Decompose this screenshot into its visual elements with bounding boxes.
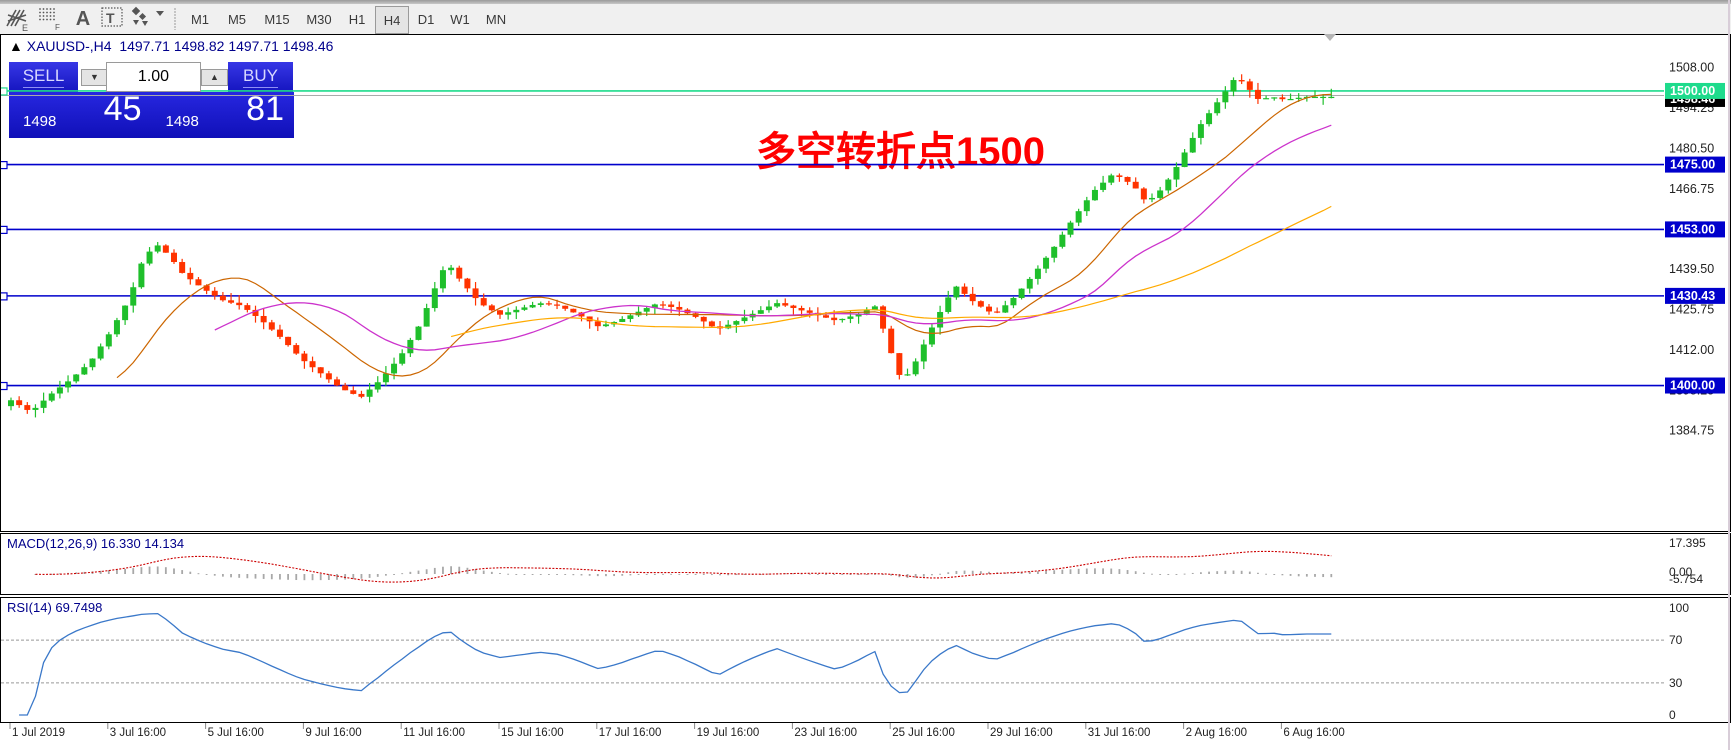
svg-text:70: 70	[1669, 633, 1683, 647]
svg-text:0: 0	[1669, 708, 1676, 722]
svg-text:30: 30	[1669, 676, 1683, 690]
svg-text:17.395: 17.395	[1669, 536, 1706, 550]
svg-text:31 Jul 16:00: 31 Jul 16:00	[1088, 727, 1151, 739]
svg-text:15 Jul 16:00: 15 Jul 16:00	[501, 727, 564, 739]
svg-text:T: T	[106, 10, 115, 26]
svg-text:1 Jul 2019: 1 Jul 2019	[12, 727, 65, 739]
svg-text:1400.00: 1400.00	[1670, 379, 1715, 393]
svg-text:E: E	[22, 23, 28, 32]
svg-text:6 Aug 16:00: 6 Aug 16:00	[1283, 727, 1344, 739]
svg-text:-5.754: -5.754	[1669, 572, 1703, 586]
svg-text:1508.00: 1508.00	[1669, 60, 1714, 74]
svg-text:F: F	[55, 23, 60, 32]
svg-text:100: 100	[1669, 601, 1689, 615]
svg-text:11 Jul 16:00: 11 Jul 16:00	[403, 727, 465, 739]
svg-text:1430.43: 1430.43	[1670, 289, 1715, 303]
svg-text:25 Jul 16:00: 25 Jul 16:00	[892, 727, 955, 739]
svg-text:2 Aug 16:00: 2 Aug 16:00	[1186, 727, 1247, 739]
svg-text:1384.75: 1384.75	[1669, 423, 1714, 437]
svg-text:1439.50: 1439.50	[1669, 262, 1714, 276]
svg-text:17 Jul 16:00: 17 Jul 16:00	[599, 727, 662, 739]
svg-text:1466.75: 1466.75	[1669, 182, 1714, 196]
svg-text:19 Jul 16:00: 19 Jul 16:00	[697, 727, 760, 739]
svg-text:1480.50: 1480.50	[1669, 141, 1714, 155]
svg-text:29 Jul 16:00: 29 Jul 16:00	[990, 727, 1053, 739]
svg-text:23 Jul 16:00: 23 Jul 16:00	[794, 727, 857, 739]
svg-text:1425.75: 1425.75	[1669, 303, 1714, 317]
svg-text:1475.00: 1475.00	[1670, 158, 1715, 172]
svg-text:1500.00: 1500.00	[1670, 84, 1715, 98]
svg-text:1412.00: 1412.00	[1669, 343, 1714, 357]
svg-text:3 Jul 16:00: 3 Jul 16:00	[110, 727, 166, 739]
svg-text:9 Jul 16:00: 9 Jul 16:00	[305, 727, 361, 739]
svg-text:1453.00: 1453.00	[1670, 222, 1715, 236]
svg-text:5 Jul 16:00: 5 Jul 16:00	[208, 727, 264, 739]
